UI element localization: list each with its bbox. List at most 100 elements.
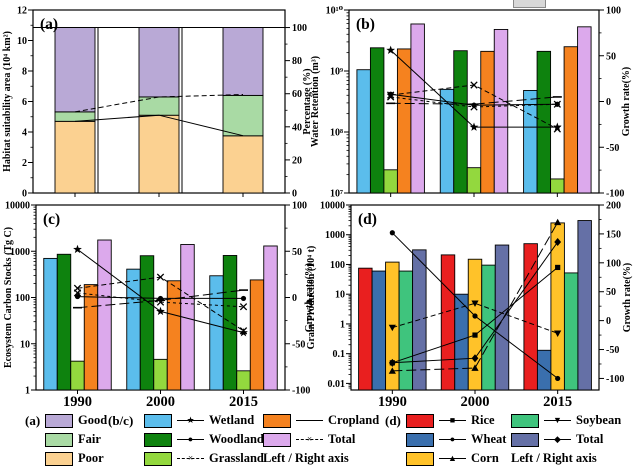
left-tick-label: 10	[20, 339, 30, 350]
marker-glyph: ■	[449, 414, 456, 425]
bar-woodland	[369, 47, 385, 194]
panel-letter: (b)	[356, 16, 375, 33]
triangle-down-marker	[388, 324, 396, 332]
legend-item-grassland: × Grassland	[144, 449, 264, 468]
panel-d: 10000 1000 100 10 1 0.1 0.01 200 150 100 50 0 -50 -10…	[306, 201, 633, 409]
growth-line	[74, 94, 244, 113]
legend-item-rice: ■ Rice	[406, 411, 506, 430]
growth-line	[392, 302, 558, 334]
swatch-soybean	[511, 413, 539, 428]
legend-label: Cropland	[328, 413, 380, 427]
bar-wetland	[523, 89, 538, 194]
x-marker	[470, 81, 478, 89]
left-tick-label: 1	[25, 386, 30, 397]
swatch-woodland	[144, 432, 172, 447]
triangle-up-marker	[554, 218, 562, 226]
year-label: 1990	[63, 394, 92, 408]
legend-label: Total	[328, 432, 356, 446]
bar-rice	[440, 254, 456, 391]
panel-b-axes: 10¹⁰ 10⁹ 10⁸ 10⁷ 100 50 0 -50 -100 Water Retentio…	[310, 6, 632, 200]
right-tick-label: 40	[292, 122, 302, 133]
circle-marker	[472, 313, 478, 319]
line-sample: ▼	[544, 415, 571, 427]
swatch-good	[45, 413, 73, 428]
legend-col-5: ▼ Soybean ◆ Total Left / Right axis	[511, 411, 621, 468]
right-tick-label: -50	[606, 143, 619, 154]
swatch-wheat	[406, 432, 434, 447]
triangle-down-marker	[471, 300, 479, 307]
left-axis-title: Habitat suitability area (10⁴ km²)	[2, 31, 13, 172]
line-sample	[296, 415, 323, 427]
swatch-wetland	[144, 413, 172, 428]
bar-grassland	[70, 360, 85, 391]
bar-total	[493, 28, 509, 194]
panel-a: 0 2 4 6 8 10 12 0 20 40 60 80 100 Habitat suitability…	[2, 6, 313, 200]
panel-letter: (d)	[358, 211, 377, 228]
swatch-total	[263, 432, 291, 447]
left-tick-label: 2	[22, 158, 27, 169]
bar-total	[97, 239, 112, 391]
left-tick-label: 6	[22, 97, 27, 108]
bar-cropland	[480, 50, 495, 194]
bar-grassland	[153, 358, 168, 391]
star-marker	[386, 45, 396, 54]
axis-note: Left / Right axis	[263, 451, 349, 465]
star-marker	[73, 244, 82, 254]
bar-good	[54, 27, 96, 113]
right-tick-label: 200	[606, 201, 621, 212]
x-marker	[156, 298, 165, 306]
line-sample: ★	[177, 415, 204, 427]
x-marker	[387, 93, 395, 101]
legend-item-corn: ▲ Corn	[406, 449, 506, 468]
x-marker	[470, 103, 478, 111]
swatch-corn	[406, 451, 434, 466]
right-tick-label: -50	[606, 345, 619, 356]
legend-col-4: (d) ■ Rice ● Wheat ▲ Corn	[385, 411, 506, 468]
bar-total	[263, 245, 278, 391]
panel-c: 10000 1000 100 10 1 100 50 0 -50 -100 1990 2000 2015…	[3, 201, 315, 409]
bar-grassland	[236, 370, 251, 391]
swatch-fair	[45, 432, 73, 447]
legend-item-soybean: ▼ Soybean	[511, 411, 621, 430]
panel-letter: (a)	[40, 16, 58, 33]
right-tick-label: 50	[292, 247, 302, 258]
right-tick-label: 20	[292, 155, 302, 166]
plot-frame	[348, 9, 600, 194]
legend-item-wetland: ★ Wetland	[144, 411, 264, 430]
left-tick-label: 10¹⁰	[326, 6, 344, 17]
bar-rice	[523, 243, 538, 391]
marker-glyph: ◆	[554, 433, 561, 444]
marker-glyph: ×	[187, 452, 194, 463]
bar-wetland	[43, 257, 58, 391]
bar-fair	[138, 96, 180, 116]
circle-marker	[389, 230, 395, 236]
right-tick-label: 50	[606, 51, 616, 62]
panel-b: 10¹⁰ 10⁹ 10⁸ 10⁷ 100 50 0 -50 -100 Water Retentio…	[310, 6, 632, 200]
bar-cropland	[166, 280, 182, 391]
legend-item-total: ◆ Total	[511, 430, 621, 449]
panel-a-growth-lines	[74, 94, 244, 137]
panel-c-bars	[43, 239, 278, 391]
bar-good	[222, 27, 264, 96]
legend-item-wheat: ● Wheat	[406, 430, 506, 449]
bar-grassland	[383, 169, 398, 194]
bar-total	[577, 26, 592, 194]
triangle-down-marker	[554, 330, 562, 337]
legend-col-1: (a) Good Fair Poor	[25, 411, 107, 468]
line-sample: ■	[439, 415, 466, 427]
growth-line	[77, 292, 244, 308]
right-tick-label: 0	[292, 189, 297, 200]
triangle-up-marker	[388, 367, 396, 374]
circle-marker	[74, 293, 81, 300]
legend-col-2: (b/c) ★ Wetland ● Woodland × Grassland	[108, 411, 264, 468]
marker-glyph: ★	[186, 414, 195, 425]
left-axis-title: Grain Production (10⁴ t)	[306, 246, 317, 350]
bar-wheat	[536, 349, 552, 391]
x-marker	[553, 125, 561, 133]
legend-col-3: Cropland × Total Left / Right axis	[263, 411, 379, 468]
bar-total	[410, 23, 425, 194]
right-tick-label: -50	[292, 339, 305, 350]
legend-label: Soybean	[576, 413, 622, 427]
marker-glyph: ×	[306, 433, 313, 444]
